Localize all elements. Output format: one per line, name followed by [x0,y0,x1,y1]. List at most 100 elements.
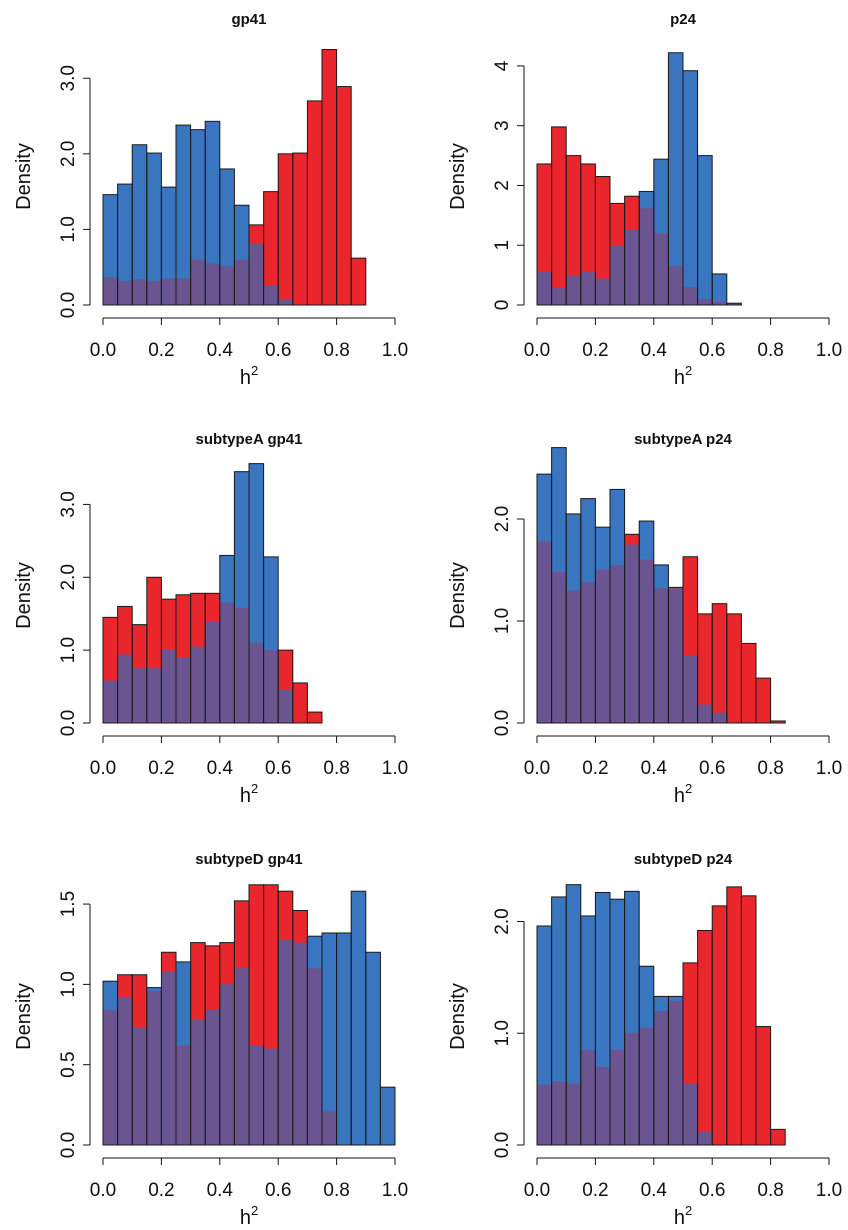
y-tick-label: 1 [492,240,513,251]
overlap-bar [219,602,235,723]
overlap-bar [132,279,147,305]
overlap-bar [307,968,322,1145]
overlap-bar [712,302,727,305]
overlap-bar [712,712,727,723]
x-tick-label: 0.8 [757,340,783,361]
bar-outline [711,273,728,306]
blue-bar [322,932,337,1145]
x-tick-label: 0.4 [207,758,234,779]
y-tick-label: 2.0 [492,506,513,532]
y-tick-label: 1.0 [58,216,79,242]
x-tick-label: 0.4 [641,758,668,779]
x-tick-label: 0.4 [207,1180,234,1201]
panel-title: subtypeA p24 [634,431,732,448]
x-tick-label: 0.8 [757,758,783,779]
x-axis-label-superscript: 2 [685,1203,692,1218]
red-bar [712,603,727,723]
blue-bar [205,121,220,305]
bar-outline [726,302,742,306]
blue-bar [712,273,727,305]
x-axis-label: h2 [674,363,692,389]
overlap-bar [653,233,669,305]
x-tick-label: 0.0 [524,340,550,361]
overlap-bar [234,259,249,305]
overlap-bar [249,1045,264,1145]
x-axis: 0.0 0.2 0.4 0.6 0.8 1.0 h2 [90,735,408,807]
overlap-bar [551,1081,567,1145]
red-bar [770,720,786,723]
x-tick-label: 0.0 [524,1180,550,1201]
overlap-bar [624,544,640,723]
x-tick-label: 0.0 [90,340,116,361]
overlap-bar [132,668,147,723]
red-bar [712,905,727,1145]
red-bar [566,155,581,305]
x-axis-label-base: h [674,367,685,389]
x-axis-label-base: h [240,785,251,807]
blue-bar [380,1087,395,1145]
y-tick-label: 1.0 [492,608,513,634]
overlap-bar [103,1010,118,1145]
y-tick-label: 0.0 [492,710,513,736]
x-axis: 0.0 0.2 0.4 0.6 0.8 1.0 h2 [90,1157,408,1229]
overlap-bar [278,298,293,305]
overlap-bar [263,286,279,305]
red-bar [292,682,308,723]
x-axis-label-superscript: 2 [251,781,258,796]
x-tick-label: 0.8 [323,1180,349,1201]
x-tick-label: 0.4 [641,340,668,361]
y-tick-label: 0.0 [58,710,79,736]
red-bar [580,163,596,305]
x-tick-label: 0.0 [90,758,116,779]
x-tick-label: 1.0 [816,340,842,361]
overlap-bar [103,277,118,305]
overlap-bar [219,266,235,305]
blue-bar [566,884,581,1145]
x-axis-label: h2 [674,781,692,807]
red-bar [292,153,308,305]
bar-outline [379,1086,396,1146]
overlap-bar [205,263,220,305]
overlap-bar [117,654,133,723]
overlap-bar [292,942,308,1145]
y-axis-label: Density [13,562,35,629]
y-axis: 0.0 0.5 1.0 1.5 Density [13,891,91,1158]
y-tick-label: 0.0 [492,1132,513,1158]
bar-outline [755,1026,772,1146]
red-bar [263,191,279,305]
y-axis: 0.0 1.0 2.0 3.0 Density [13,491,91,736]
overlap-bar [161,971,176,1145]
panel-title: subtypeD gp41 [195,851,303,868]
red-bar [322,49,337,305]
overlap-bar [697,704,713,723]
bar-outline [740,895,757,1146]
red-bar [726,886,742,1145]
y-axis-label: Density [447,562,469,629]
overlap-bar [537,271,552,305]
red-bar [756,678,771,723]
x-axis-label-base: h [674,1207,685,1229]
panel-1: gp41 0.0 0.2 0.4 0.6 0.8 1.0 h2 0.0 1.0 2.0 3.0 Dens… [13,11,408,389]
overlap-bar [697,1131,713,1145]
overlap-bar [668,266,683,305]
y-tick-label: 0.5 [58,1051,79,1077]
overlap-bar [117,280,133,305]
bar-outline [365,951,381,1146]
x-tick-label: 0.2 [582,340,608,361]
blue-bar [365,952,381,1145]
blue-bar [161,187,176,305]
bar-outline [263,556,279,724]
red-bar [537,163,552,305]
overlap-bar [205,621,220,723]
y-tick-label: 2 [492,180,513,191]
panel-3: subtypeA gp41 0.0 0.2 0.4 0.6 0.8 1.0 h2 0.0 1.0 2… [13,431,408,807]
overlap-bar [683,287,698,305]
overlap-bar [176,1045,191,1145]
red-bar [697,613,713,723]
panel-title: subtypeA gp41 [196,431,303,448]
overlap-bar [219,984,235,1145]
x-axis-label: h2 [240,1203,258,1229]
x-axis: 0.0 0.2 0.4 0.6 0.8 1.0 h2 [524,735,842,807]
